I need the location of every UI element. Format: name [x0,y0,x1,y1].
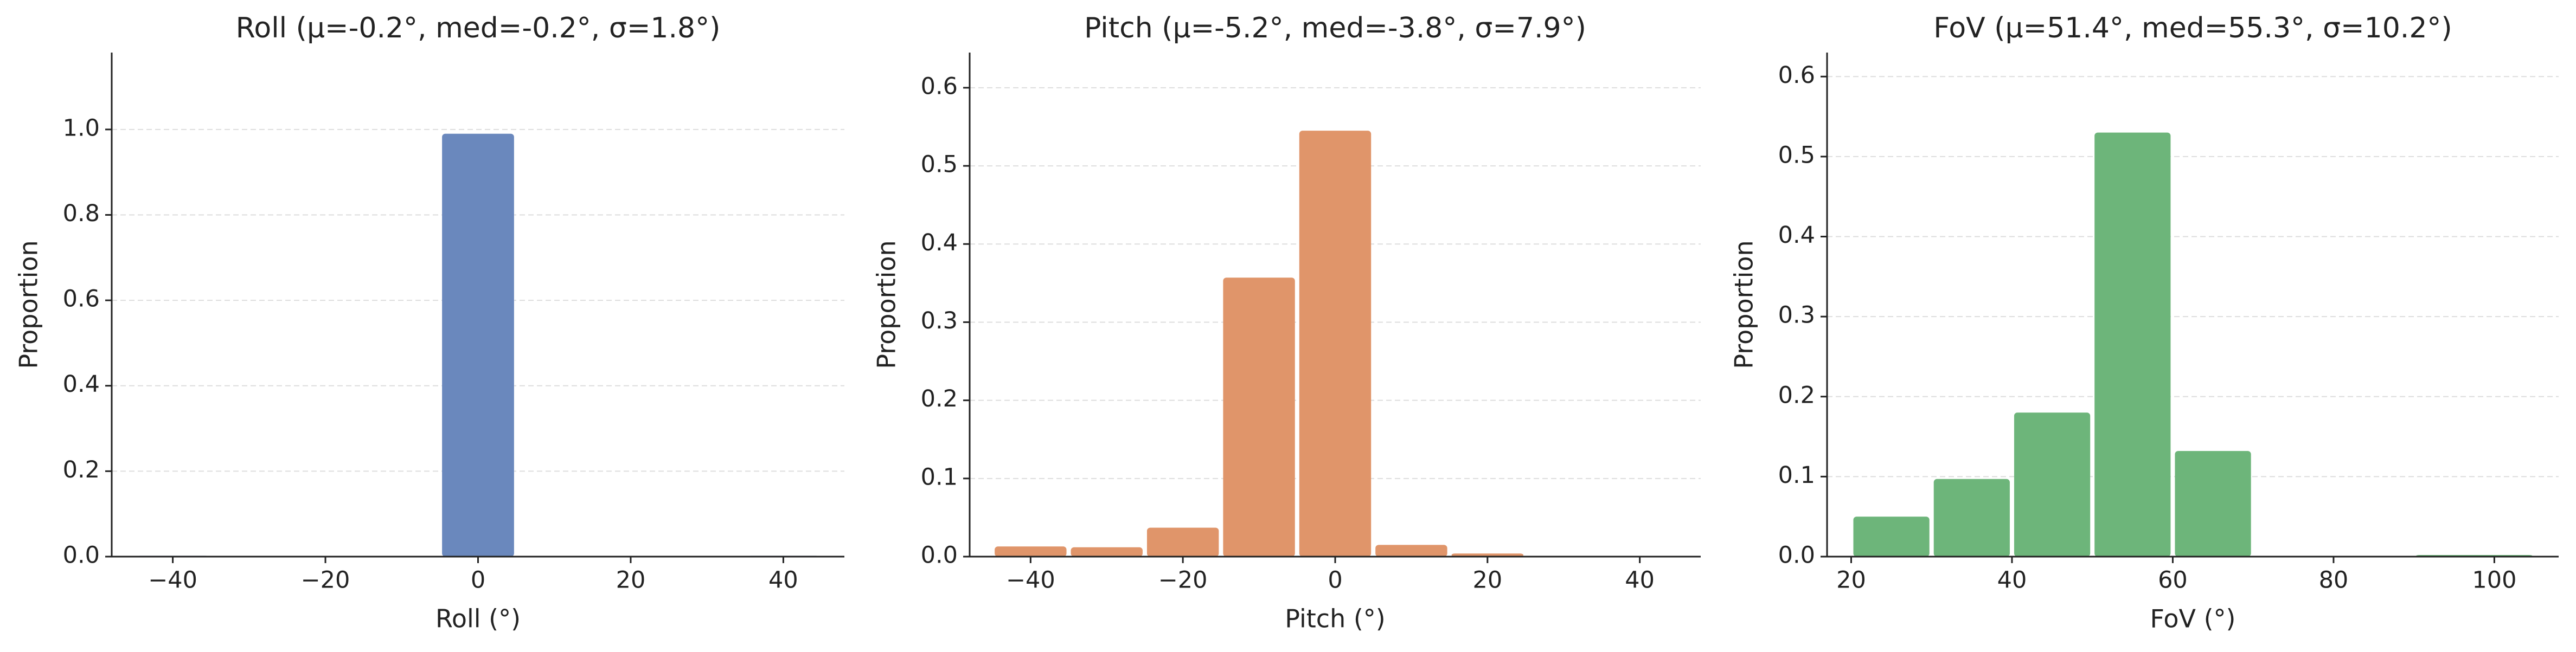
bar [442,133,514,557]
y-axis-label: Proportion [872,240,901,369]
y-tick-label: 0.4 [63,371,100,398]
y-tick-label: 0.8 [63,200,100,227]
x-axis-label: FoV (°) [2150,604,2236,634]
x-tick-label: −40 [1006,567,1055,594]
y-tick-label: 0.2 [921,385,958,412]
bar [1933,479,2010,557]
x-tick-label: 40 [768,567,798,594]
bar [2094,132,2171,557]
y-tick-label: 0.1 [921,463,958,490]
y-tick-label: 0.5 [1778,141,1815,169]
bar [1299,131,1372,557]
y-axis-label: Proportion [14,240,43,369]
x-tick-label: 0 [471,567,485,594]
x-tick-label: 40 [1625,567,1655,594]
x-tick-label: 40 [1997,567,2027,594]
chart-title: Roll (μ=-0.2°, med=-0.2°, σ=1.8°) [236,12,721,44]
bar [1853,517,1930,557]
y-tick-label: 0.4 [1778,222,1815,249]
bar [2014,412,2091,557]
x-tick-label: 20 [616,567,646,594]
y-tick-label: 0.0 [921,542,958,569]
x-axis-label: Pitch (°) [1285,604,1386,634]
bar [1375,545,1447,557]
x-tick-label: 20 [1836,567,1866,594]
y-tick-label: 0.3 [1778,302,1815,329]
y-tick-label: 0.6 [1778,62,1815,89]
x-tick-label: 20 [1472,567,1502,594]
x-tick-label: 60 [2158,567,2188,594]
y-tick-label: 0.1 [1778,462,1815,489]
x-tick-label: 100 [2472,567,2516,594]
bar [2175,451,2251,557]
y-tick-label: 0.0 [63,542,100,569]
x-axis-label: Roll (°) [435,604,521,634]
bar [1071,547,1143,557]
chart-title: FoV (μ=51.4°, med=55.3°, σ=10.2°) [1933,12,2452,44]
y-axis-label: Proportion [1729,240,1759,369]
x-tick-label: 0 [1328,567,1342,594]
y-tick-label: 0.2 [63,456,100,483]
bar [1223,277,1295,557]
x-tick-label: 80 [2319,567,2349,594]
x-tick-label: −20 [301,567,350,594]
y-tick-label: 0.5 [921,151,958,178]
x-tick-label: −40 [148,567,197,594]
y-tick-label: 0.3 [921,307,958,334]
y-tick-label: 0.4 [921,229,958,256]
bar [995,546,1067,557]
y-tick-label: 0.6 [921,73,958,100]
bar [1146,527,1219,557]
y-tick-label: 0.2 [1778,382,1815,409]
y-tick-label: 1.0 [63,114,100,141]
x-tick-label: −20 [1158,567,1208,594]
y-tick-label: 0.0 [1778,542,1815,569]
y-tick-label: 0.6 [63,286,100,313]
chart-title: Pitch (μ=-5.2°, med=-3.8°, σ=7.9°) [1084,12,1586,44]
